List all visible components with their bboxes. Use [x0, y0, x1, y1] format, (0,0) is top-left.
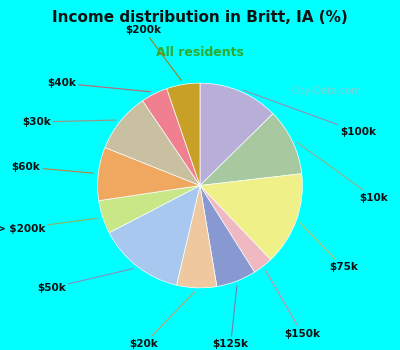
Text: City-Data.com: City-Data.com: [292, 86, 362, 96]
Text: $30k: $30k: [22, 117, 116, 127]
Wedge shape: [200, 174, 302, 260]
Text: $50k: $50k: [37, 268, 133, 293]
Text: $40k: $40k: [47, 78, 150, 92]
Wedge shape: [176, 186, 217, 288]
Wedge shape: [105, 101, 200, 186]
Text: $10k: $10k: [296, 142, 388, 203]
Wedge shape: [200, 83, 273, 186]
Text: Income distribution in Britt, IA (%): Income distribution in Britt, IA (%): [52, 10, 348, 25]
Text: $20k: $20k: [129, 292, 195, 349]
Text: $60k: $60k: [12, 162, 94, 173]
Wedge shape: [98, 147, 200, 201]
Text: All residents: All residents: [156, 46, 244, 59]
Wedge shape: [200, 114, 302, 186]
Text: $200k: $200k: [126, 25, 181, 80]
Text: > $200k: > $200k: [0, 218, 98, 233]
Text: $100k: $100k: [243, 90, 377, 137]
Text: $150k: $150k: [266, 270, 320, 339]
Wedge shape: [99, 186, 200, 233]
Wedge shape: [109, 186, 200, 285]
Wedge shape: [200, 186, 270, 272]
Text: $125k: $125k: [213, 286, 249, 349]
Wedge shape: [200, 186, 254, 287]
Wedge shape: [167, 83, 200, 186]
Wedge shape: [142, 89, 200, 186]
Text: $75k: $75k: [300, 223, 358, 272]
